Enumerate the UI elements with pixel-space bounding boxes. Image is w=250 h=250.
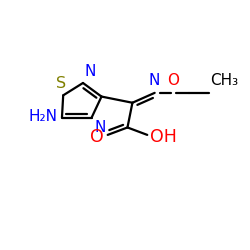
Text: S: S (56, 76, 66, 91)
Text: H₂N: H₂N (28, 109, 58, 124)
Text: O: O (90, 128, 104, 146)
Text: O: O (167, 73, 179, 88)
Text: N: N (84, 64, 96, 79)
Text: N: N (149, 73, 160, 88)
Text: CH₃: CH₃ (210, 74, 238, 88)
Text: N: N (94, 120, 106, 135)
Text: OH: OH (150, 128, 176, 146)
